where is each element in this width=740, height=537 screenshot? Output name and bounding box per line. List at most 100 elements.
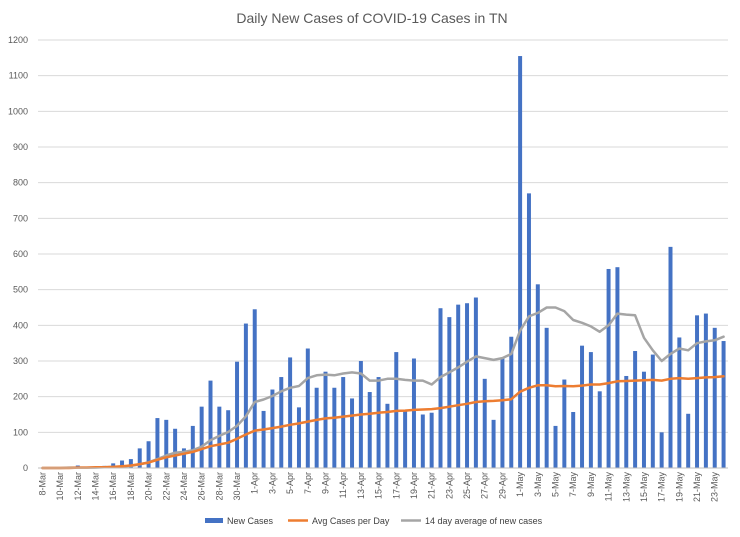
chart-title: Daily New Cases of COVID-19 Cases in TN	[236, 10, 507, 26]
new-cases-bar	[703, 313, 708, 468]
y-tick-label: 1200	[8, 35, 28, 45]
new-cases-bar	[279, 377, 284, 468]
y-tick-label: 1000	[8, 106, 28, 116]
new-cases-bar	[173, 428, 178, 468]
new-cases-bar	[367, 392, 372, 468]
legend-avg-label: Avg Cases per Day	[312, 516, 390, 526]
new-cases-bar	[491, 419, 496, 468]
average-lines	[41, 306, 725, 470]
y-tick-label: 1100	[9, 71, 28, 81]
x-tick-label: 8-Mar	[37, 472, 47, 496]
new-cases-bar	[385, 403, 390, 468]
new-cases-bar	[606, 268, 611, 468]
x-tick-label: 5-Apr	[285, 472, 295, 494]
y-tick-label: 100	[13, 427, 28, 437]
legend-ma14-label: 14 day average of new cases	[425, 516, 543, 526]
x-tick-label: 19-May	[674, 472, 684, 503]
x-tick-label: 23-Apr	[444, 472, 454, 499]
x-tick-label: 21-May	[692, 472, 702, 503]
y-tick-label: 0	[23, 463, 28, 473]
new-cases-bar	[155, 418, 160, 468]
new-cases-bar	[597, 391, 602, 468]
new-cases-bar	[518, 56, 523, 469]
new-cases-bar	[686, 413, 691, 468]
new-cases-bar	[721, 341, 726, 468]
new-cases-bar	[712, 327, 717, 468]
x-tick-label: 25-Apr	[462, 472, 472, 499]
new-cases-bar	[420, 414, 425, 468]
new-cases-bar	[164, 419, 169, 468]
new-cases-bars	[66, 56, 726, 469]
new-cases-bar	[411, 358, 416, 468]
y-tick-label: 600	[13, 249, 28, 259]
x-tick-label: 10-Mar	[55, 472, 65, 501]
y-axis-ticks: 0 100 200 300 400 500 600 700 800 900 1000 1100 1200	[8, 35, 28, 473]
x-tick-label: 18-Mar	[126, 472, 136, 501]
x-tick-label: 16-Mar	[108, 472, 118, 501]
new-cases-bar	[624, 375, 629, 468]
new-cases-bar	[199, 406, 204, 468]
new-cases-bar	[544, 327, 549, 468]
x-tick-label: 14-Mar	[91, 472, 101, 501]
new-cases-bar	[695, 315, 700, 468]
x-tick-label: 15-Apr	[374, 472, 384, 499]
legend: New Cases Avg Cases per Day 14 day avera…	[205, 516, 543, 526]
new-cases-bar	[482, 378, 487, 468]
new-cases-bar	[580, 345, 585, 468]
new-cases-bar	[456, 304, 461, 468]
x-tick-label: 29-Apr	[497, 472, 507, 499]
x-tick-label: 3-May	[533, 472, 543, 498]
new-cases-bar	[226, 410, 231, 468]
x-tick-label: 13-May	[621, 472, 631, 503]
new-cases-bar	[473, 297, 478, 468]
new-cases-bar	[235, 361, 240, 468]
new-cases-bar	[296, 407, 301, 468]
new-cases-bar	[615, 267, 620, 468]
x-tick-label: 21-Apr	[427, 472, 437, 499]
x-tick-label: 12-Mar	[73, 472, 83, 501]
y-tick-label: 500	[13, 285, 28, 295]
x-tick-label: 19-Apr	[409, 472, 419, 499]
new-cases-bar	[553, 425, 558, 468]
y-tick-label: 800	[13, 178, 28, 188]
x-tick-label: 17-May	[657, 472, 667, 503]
new-cases-bar	[509, 336, 514, 468]
x-axis-ticks: 8-Mar 10-Mar 12-Mar 14-Mar 16-Mar 18-Mar 20-Ma…	[37, 472, 719, 503]
x-tick-label: 28-Mar	[214, 472, 224, 501]
new-cases-bar	[535, 284, 540, 468]
x-tick-label: 26-Mar	[197, 472, 207, 501]
x-tick-label: 20-Mar	[144, 472, 154, 501]
new-cases-bar	[403, 410, 408, 468]
new-cases-bar	[562, 379, 567, 468]
new-cases-bar	[341, 377, 346, 468]
x-tick-label: 15-May	[639, 472, 649, 503]
x-tick-label: 7-May	[568, 472, 578, 498]
new-cases-bar	[332, 387, 337, 468]
x-tick-label: 23-May	[710, 472, 720, 503]
new-cases-bar	[252, 309, 257, 468]
new-cases-bar	[137, 448, 142, 468]
x-tick-label: 27-Apr	[480, 472, 490, 499]
y-tick-label: 400	[13, 320, 28, 330]
x-tick-label: 30-Mar	[232, 472, 242, 501]
new-cases-bar	[376, 377, 381, 468]
y-tick-label: 300	[13, 356, 28, 366]
new-cases-bar	[650, 354, 655, 468]
x-tick-label: 3-Apr	[267, 472, 277, 494]
x-tick-label: 13-Apr	[356, 472, 366, 499]
x-tick-label: 1-Apr	[250, 472, 260, 494]
new-cases-bar	[677, 337, 682, 468]
new-cases-bar	[429, 412, 434, 468]
avg-cases-line	[41, 375, 725, 470]
x-tick-label: 24-Mar	[179, 472, 189, 501]
new-cases-bar	[146, 441, 151, 468]
new-cases-bar	[350, 398, 355, 468]
y-tick-label: 200	[13, 392, 28, 402]
new-cases-bar	[323, 371, 328, 468]
x-tick-label: 17-Apr	[391, 472, 401, 499]
x-tick-label: 1-May	[515, 472, 525, 498]
new-cases-bar	[190, 425, 195, 468]
new-cases-bar	[261, 410, 266, 468]
x-tick-label: 11-Apr	[338, 472, 348, 498]
